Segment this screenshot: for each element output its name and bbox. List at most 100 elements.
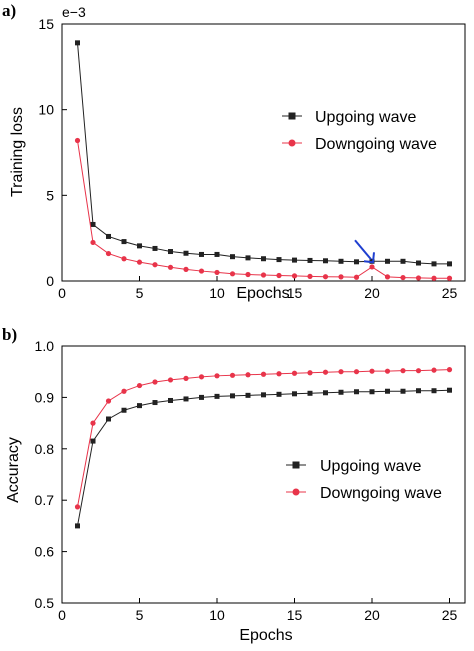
panel-b-point-upgoing-wave (292, 391, 297, 397)
panel-a-point-downgoing-wave (183, 266, 189, 272)
panel-b-point-upgoing-wave (121, 407, 127, 413)
legend-b-upgoing-label: Upgoing wave (320, 458, 422, 475)
panel-a-ytick-label: 15 (38, 16, 54, 32)
legend-a-downgoing-marker (288, 139, 296, 147)
panel-b-point-upgoing-wave (400, 388, 406, 394)
panel-a-point-downgoing-wave (214, 269, 220, 276)
panel-a-frame (61, 23, 466, 282)
panel-b-point-upgoing-wave (168, 397, 173, 403)
panel-a-point-downgoing-wave (276, 272, 282, 279)
panel-a-point-upgoing-wave (323, 258, 328, 264)
panel-b-point-downgoing-wave (291, 370, 298, 376)
legend-b-downgoing-marker (292, 488, 300, 496)
panel-b-ytick-label: 0.8 (35, 441, 55, 457)
panel-b-point-downgoing-wave (353, 369, 360, 375)
panel-a-point-downgoing-wave (74, 137, 81, 144)
panel-a-point-downgoing-wave (90, 239, 96, 246)
panel-a-point-upgoing-wave (121, 239, 127, 245)
panel-b-ytick-label: 0.7 (35, 492, 55, 508)
panel-b-point-upgoing-wave (90, 438, 96, 444)
panel-a-point-upgoing-wave (168, 249, 173, 255)
panel-b-point-upgoing-wave (369, 389, 375, 395)
panel-b-point-downgoing-wave (74, 504, 81, 510)
panel-b-xtick-label: 20 (364, 607, 380, 623)
panel-b-point-downgoing-wave (338, 369, 344, 375)
panel-a-point-downgoing-wave (152, 262, 158, 268)
panel-a-point-upgoing-wave (75, 40, 80, 46)
panel-b-point-upgoing-wave (323, 390, 328, 396)
panel-a-point-downgoing-wave (121, 256, 127, 262)
panel-a-exponent-label: e−3 (62, 4, 86, 20)
panel-a-xtick-label: 20 (364, 285, 380, 301)
panel-a-point-downgoing-wave (369, 264, 375, 270)
panel-b-point-upgoing-wave (152, 400, 158, 406)
legend-b-upgoing-marker (292, 461, 300, 469)
panel-a-point-upgoing-wave (261, 256, 266, 262)
panel-a-point-downgoing-wave (229, 271, 236, 277)
panel-a-xtick-label: 25 (442, 285, 458, 301)
panel-a-point-downgoing-wave (431, 275, 437, 281)
panel-a-point-upgoing-wave (385, 258, 390, 264)
panel-b-point-downgoing-wave (167, 377, 174, 383)
panel-b-point-downgoing-wave (415, 368, 422, 374)
panel-b-ylabel: Accuracy (5, 437, 22, 503)
panel-b-xtick-label: 25 (442, 607, 458, 623)
panel-b-label: b) (2, 325, 17, 344)
panel-a-series-line-upgoing-wave (77, 42, 450, 265)
panel-a-point-downgoing-wave (353, 274, 360, 280)
panel-b-point-upgoing-wave (447, 387, 452, 393)
panel-b-legend: Upgoing wave Downgoing wave (286, 458, 442, 502)
panel-b-xlabel: Epochs (239, 627, 292, 644)
panel-a-training-loss: a) e−3 Epochs Training loss 0 5 10 15 20 25 0 5… (2, 1, 466, 302)
panel-a-ytick-label: 0 (46, 273, 54, 289)
panel-a-point-downgoing-wave (400, 274, 406, 281)
panel-b-point-downgoing-wave (121, 388, 127, 394)
panel-a-arrow-annotation (354, 239, 375, 264)
panel-a-point-downgoing-wave (167, 264, 174, 270)
legend-a-upgoing-label: Upgoing wave (315, 109, 417, 126)
panel-a-point-upgoing-wave (183, 250, 189, 256)
legend-a-upgoing-marker (288, 112, 296, 120)
panel-a-point-upgoing-wave (416, 260, 421, 266)
panel-b-point-downgoing-wave (105, 398, 112, 404)
panel-b-point-upgoing-wave (245, 392, 251, 398)
panel-b-point-downgoing-wave (446, 367, 453, 373)
panel-b-ytick-label: 0.9 (35, 389, 55, 405)
panel-b-xtick-label: 15 (287, 607, 303, 623)
panel-b-point-downgoing-wave (307, 370, 313, 376)
panel-b-point-downgoing-wave (276, 371, 282, 377)
panel-a-point-downgoing-wave (245, 271, 251, 278)
panel-a-point-upgoing-wave (152, 245, 158, 251)
arrow-shaft (354, 239, 372, 260)
panel-a-point-upgoing-wave (276, 257, 282, 263)
panel-a-xtick-label: 15 (287, 285, 303, 301)
panel-b-point-upgoing-wave (261, 392, 266, 398)
panel-b-point-downgoing-wave (384, 368, 391, 374)
panel-a-xlabel: Epochs (236, 285, 289, 302)
panel-a-point-upgoing-wave (245, 255, 251, 261)
panel-b-point-downgoing-wave (245, 372, 251, 378)
panel-a-point-downgoing-wave (136, 259, 143, 265)
panel-a-point-upgoing-wave (400, 258, 406, 264)
panel-b-accuracy: b) Epochs Accuracy 0 5 10 15 20 25 0.5 0.6 0.7 0.… (2, 325, 466, 644)
panel-b-point-upgoing-wave (307, 390, 313, 396)
panel-b-point-downgoing-wave (198, 374, 205, 380)
panel-a-point-upgoing-wave (307, 257, 313, 263)
panel-a-ylabel: Training loss (9, 107, 26, 197)
panel-a-xtick-label: 5 (136, 285, 144, 301)
panel-b-point-downgoing-wave (136, 382, 143, 389)
arrow-head (363, 252, 375, 264)
panel-a-point-downgoing-wave (260, 272, 267, 278)
panel-a-point-downgoing-wave (415, 275, 422, 281)
panel-a-point-upgoing-wave (214, 251, 220, 257)
panel-b-point-downgoing-wave (183, 375, 189, 381)
panel-b-frame (61, 345, 466, 604)
panel-a-point-downgoing-wave (384, 274, 391, 280)
panel-b-point-upgoing-wave (106, 416, 111, 422)
panel-b-point-upgoing-wave (338, 389, 344, 395)
panel-b-point-upgoing-wave (183, 396, 189, 402)
panel-a-point-upgoing-wave (354, 259, 359, 265)
panel-a-point-downgoing-wave (105, 250, 112, 257)
panel-b-point-upgoing-wave (431, 388, 437, 394)
